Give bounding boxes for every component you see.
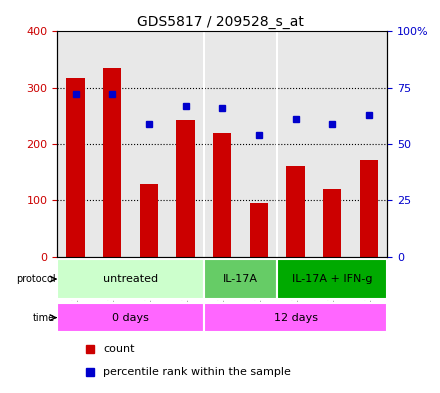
Text: 0 days: 0 days [112, 312, 149, 323]
Bar [176, 120, 194, 257]
Bar [286, 166, 305, 257]
Text: time: time [33, 312, 55, 323]
Bar [213, 133, 231, 257]
Bar [140, 184, 158, 257]
Text: GDS5817 / 209528_s_at: GDS5817 / 209528_s_at [136, 15, 304, 29]
Bar [360, 160, 378, 257]
FancyBboxPatch shape [204, 259, 277, 299]
Text: count: count [103, 344, 135, 354]
Bar [103, 68, 121, 257]
Text: IL-17A: IL-17A [223, 274, 258, 284]
FancyBboxPatch shape [204, 303, 387, 332]
Bar [323, 189, 341, 257]
Text: IL-17A + IFN-g: IL-17A + IFN-g [292, 274, 372, 284]
Text: protocol: protocol [16, 274, 55, 284]
Bar [66, 77, 85, 257]
Bar [250, 202, 268, 257]
FancyBboxPatch shape [57, 259, 204, 299]
Text: untreated: untreated [103, 274, 158, 284]
FancyBboxPatch shape [277, 259, 387, 299]
Text: 12 days: 12 days [274, 312, 318, 323]
FancyBboxPatch shape [57, 303, 204, 332]
Text: percentile rank within the sample: percentile rank within the sample [103, 367, 291, 377]
